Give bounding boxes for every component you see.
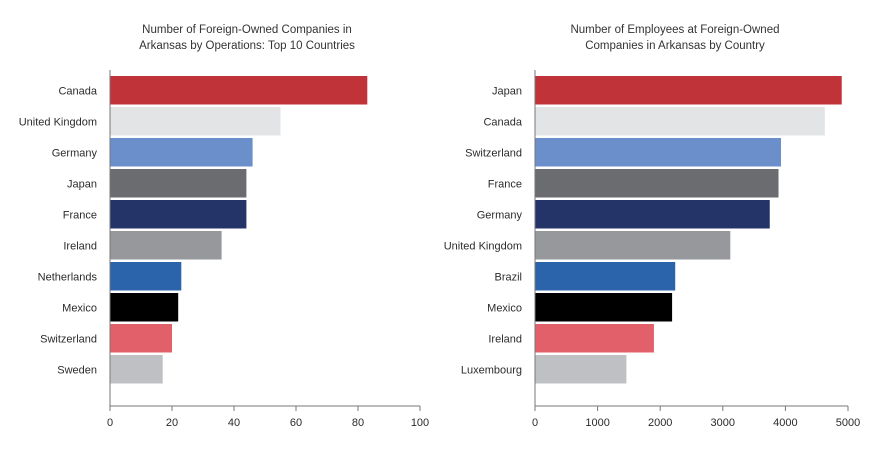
x-tick-label: 20 xyxy=(166,417,178,429)
category-label: Switzerland xyxy=(40,333,97,345)
category-label: United Kingdom xyxy=(19,116,97,128)
bar-france xyxy=(110,200,247,229)
category-label: Switzerland xyxy=(465,147,522,159)
bar-canada xyxy=(110,76,368,105)
bar-netherlands xyxy=(110,262,182,291)
x-tick-label: 60 xyxy=(290,417,302,429)
x-tick-label: 80 xyxy=(352,417,364,429)
bar-japan xyxy=(535,76,842,105)
bar-united-kingdom xyxy=(535,231,731,260)
category-label: Canada xyxy=(58,85,97,97)
category-label: France xyxy=(63,209,97,221)
category-label: Japan xyxy=(67,178,97,190)
x-tick-label: 0 xyxy=(532,417,538,429)
bar-japan xyxy=(110,169,247,198)
x-tick-label: 2000 xyxy=(648,417,672,429)
x-tick-label: 4000 xyxy=(773,417,797,429)
category-label: Germany xyxy=(52,147,98,159)
chart-title-line: Number of Employees at Foreign-Owned xyxy=(570,24,779,36)
bar-switzerland xyxy=(110,324,172,353)
x-tick-label: 1000 xyxy=(585,417,609,429)
category-label: Brazil xyxy=(494,271,522,283)
bar-france xyxy=(535,169,779,198)
category-label: Japan xyxy=(492,85,522,97)
bar-ireland xyxy=(535,324,654,353)
category-label: Mexico xyxy=(487,302,522,314)
bar-mexico xyxy=(535,293,673,322)
category-label: Sweden xyxy=(57,364,97,376)
category-label: Germany xyxy=(477,209,523,221)
x-tick-label: 5000 xyxy=(836,417,860,429)
category-label: Luxembourg xyxy=(461,364,522,376)
category-label: Mexico xyxy=(62,302,97,314)
bar-switzerland xyxy=(535,138,782,167)
x-tick-label: 40 xyxy=(228,417,240,429)
category-label: United Kingdom xyxy=(444,240,522,252)
chart-title-line: Arkansas by Operations: Top 10 Countries xyxy=(139,40,355,52)
category-label: Netherlands xyxy=(38,271,98,283)
bar-mexico xyxy=(110,293,179,322)
category-label: France xyxy=(488,178,522,190)
bar-brazil xyxy=(535,262,676,291)
chart-1: Number of Foreign-Owned Companies in Arka… xyxy=(19,24,429,429)
category-label: Ireland xyxy=(488,333,522,345)
x-tick-label: 100 xyxy=(411,417,429,429)
bar-luxembourg xyxy=(535,355,627,384)
chart-2: Number of Employees at Foreign-Owned Comp… xyxy=(444,24,861,429)
bar-germany xyxy=(535,200,770,229)
bar-sweden xyxy=(110,355,163,384)
x-tick-label: 0 xyxy=(107,417,113,429)
chart-title-line: Number of Foreign-Owned Companies in xyxy=(142,24,352,36)
bar-germany xyxy=(110,138,253,167)
x-tick-label: 3000 xyxy=(711,417,735,429)
bar-ireland xyxy=(110,231,222,260)
bar-canada xyxy=(535,107,825,136)
chart-title-line: Companies in Arkansas by Country xyxy=(585,40,765,52)
category-label: Canada xyxy=(483,116,522,128)
bar-united-kingdom xyxy=(110,107,281,136)
category-label: Ireland xyxy=(63,240,97,252)
